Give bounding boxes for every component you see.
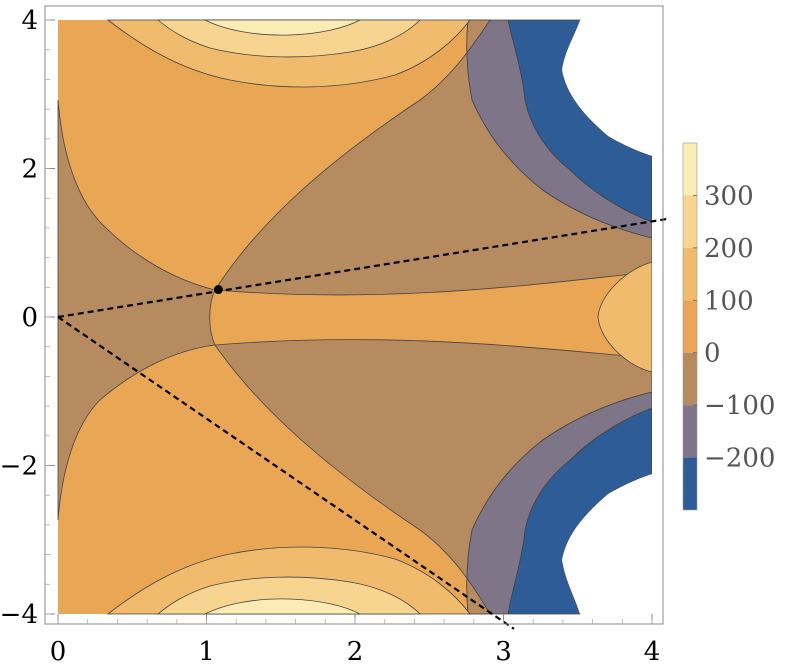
band-100-to-200-right xyxy=(597,261,653,373)
dashed-line-2 xyxy=(57,316,515,630)
dashed-lines xyxy=(57,217,668,630)
marked-point xyxy=(213,285,223,295)
y-tick-label: 4 xyxy=(21,6,38,36)
y-tick-label: −4 xyxy=(0,600,38,630)
x-tick-label: 3 xyxy=(495,637,512,667)
colorbar-segment xyxy=(683,195,697,248)
x-tick-label: 1 xyxy=(198,637,215,667)
colorbar-segment xyxy=(683,457,697,510)
undefined-region-bottom xyxy=(562,474,663,614)
y-tick-label: 2 xyxy=(21,155,38,185)
colorbar-segment xyxy=(683,143,697,196)
band-200-to-300-top xyxy=(156,19,421,58)
band-minus-100-to-0-left xyxy=(57,99,216,521)
undefined-region xyxy=(562,20,663,156)
x-tick-label: 2 xyxy=(347,637,364,667)
colorbar-label: −100 xyxy=(704,391,775,421)
undefined-strip xyxy=(652,156,663,474)
colorbar-frame xyxy=(682,142,698,511)
colorbar: 300 200 100 0 −100 −200 xyxy=(682,142,775,511)
colorbar-label: −200 xyxy=(704,444,775,474)
band-200-to-300-bottom xyxy=(156,576,421,615)
colorbar-label: 100 xyxy=(704,286,754,316)
x-tick-label: 4 xyxy=(644,637,661,667)
colorbar-segment xyxy=(683,247,697,301)
y-tick-label: 0 xyxy=(21,303,38,333)
x-tick-label: 0 xyxy=(50,637,67,667)
band-300-to-400-bottom xyxy=(204,598,361,615)
band-300-to-400-top xyxy=(204,19,361,36)
band-minus-100-to-0-top-wedge xyxy=(214,19,653,296)
colorbar-segment xyxy=(683,405,697,458)
colorbar-label: 0 xyxy=(704,339,721,369)
colorbar-segment xyxy=(683,352,697,406)
colorbar-segment xyxy=(683,300,697,353)
y-axis-ticks: −4 −2 0 2 4 xyxy=(0,6,55,630)
dashed-line-1 xyxy=(57,217,668,319)
y-tick-label: −2 xyxy=(0,452,38,482)
band-minus-100-to-0-bottom-wedge xyxy=(214,339,653,615)
x-axis-ticks: 0 1 2 3 4 xyxy=(50,614,661,667)
contour-bands xyxy=(57,19,663,615)
colorbar-label: 200 xyxy=(704,234,754,264)
colorbar-label: 300 xyxy=(704,181,754,211)
plot-frame xyxy=(44,5,664,625)
